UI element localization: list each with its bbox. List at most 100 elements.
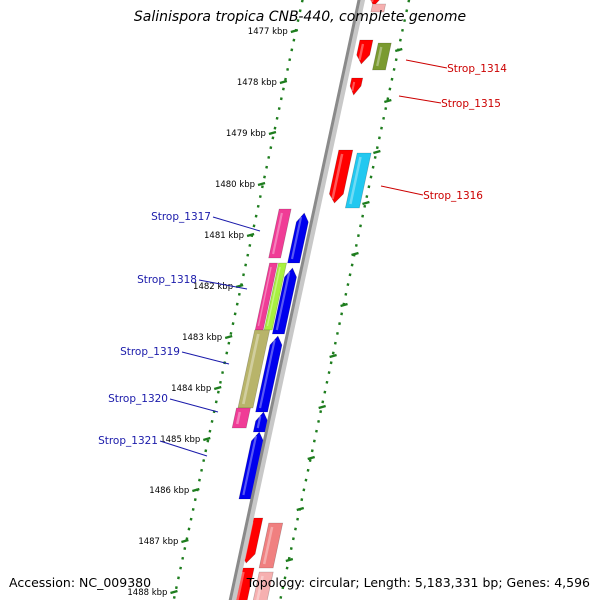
scale-tick	[290, 28, 299, 34]
forward-tick	[307, 455, 316, 461]
gene-label: Strop_1315	[441, 98, 501, 110]
gene-strop-1314-red	[356, 39, 374, 65]
backbone-shadow	[230, 0, 366, 600]
gene-highlight	[242, 435, 258, 496]
gene-label-leader	[181, 351, 230, 365]
gene-label: Strop_1321	[98, 435, 158, 447]
gene-highlight	[256, 575, 264, 600]
gene-highlight	[351, 81, 356, 92]
scale-tick	[181, 538, 189, 544]
gene-label-leader	[398, 95, 442, 104]
scale-label: 1486 kbp	[149, 486, 189, 496]
gene-body	[372, 42, 392, 71]
scale-label: 1483 kbp	[182, 333, 222, 343]
map-title: Salinispora tropica CNB-440, complete ge…	[133, 9, 467, 25]
scale-tick	[224, 334, 233, 340]
scale-tick	[202, 436, 211, 442]
scale-tick	[268, 130, 277, 136]
gene-highlight	[235, 411, 242, 425]
scale-tick	[235, 283, 244, 289]
scale-label: 1484 kbp	[171, 384, 211, 394]
gene-body	[370, 3, 387, 13]
gene-body	[238, 431, 264, 500]
scale-label: 1487 kbp	[138, 537, 178, 547]
backbone-layer	[228, 0, 366, 600]
gene-body	[349, 77, 364, 96]
scale-label: 1485 kbp	[160, 435, 200, 445]
scale-label: 1477 kbp	[248, 27, 288, 37]
gene-highlight	[236, 571, 245, 600]
gene-highlight	[331, 153, 344, 200]
gene-highlight	[349, 156, 362, 205]
feature-layer	[231, 0, 392, 600]
scale-label: 1488 kbp	[127, 588, 167, 598]
gene-bottom-salmon	[258, 522, 284, 569]
forward-tick	[373, 149, 381, 155]
gene-body	[271, 267, 297, 335]
gene-strop-1318	[271, 267, 297, 335]
gene-label-leader	[380, 185, 424, 196]
gene-highlight	[256, 415, 262, 429]
gene-highlight	[358, 43, 365, 61]
forward-tick	[318, 404, 326, 410]
scale-tick	[170, 589, 178, 595]
gene-label-leader	[159, 440, 208, 457]
gene-strop-1320-pink	[231, 407, 251, 429]
gene-highlight	[266, 266, 281, 327]
gene-body	[268, 208, 292, 259]
gene-strop-1317	[287, 212, 309, 264]
forward-tick	[296, 506, 305, 512]
gene-body	[258, 522, 284, 569]
scale-label: 1482 kbp	[193, 282, 233, 292]
gene-strop-1315	[349, 77, 364, 96]
gene-label: Strop_1316	[423, 190, 483, 202]
forward-tick	[351, 251, 359, 257]
gene-body	[329, 149, 354, 204]
gene-label-leader	[212, 216, 261, 232]
gene-highlight	[290, 216, 303, 260]
gene-label-leader	[169, 398, 219, 413]
gene-strop-1319-khaki	[237, 329, 271, 409]
gene-body	[370, 0, 380, 7]
gene-strop-1319	[255, 335, 283, 413]
gene-body	[231, 407, 251, 429]
scale-label: 1479 kbp	[226, 129, 266, 139]
forward-tick	[362, 200, 370, 206]
gene-label: Strop_1318	[137, 274, 197, 286]
gene-highlight	[258, 339, 276, 409]
gene-label: Strop_1320	[108, 393, 168, 405]
gene-highlight	[241, 333, 260, 405]
scale-tick	[192, 487, 200, 493]
gene-body	[356, 39, 374, 65]
gene-label: Strop_1319	[120, 346, 180, 358]
gene-bottom-pink-2	[252, 571, 274, 600]
scale-tick	[257, 181, 266, 187]
scale-tick	[213, 385, 222, 391]
scale-tick	[279, 79, 288, 85]
gene-label-leader	[405, 59, 448, 69]
gene-body	[237, 329, 271, 409]
gene-body	[255, 335, 283, 413]
scale-tick	[246, 232, 255, 238]
gene-top-red	[370, 0, 380, 7]
gene-highlight	[272, 212, 283, 255]
gene-highlight	[376, 46, 383, 67]
gene-strop-1318-lime	[263, 262, 287, 331]
scale-label: 1480 kbp	[215, 180, 255, 190]
forward-tick	[285, 557, 294, 563]
gene-body	[344, 152, 372, 209]
scale-label: 1481 kbp	[204, 231, 244, 241]
gene-label: Strop_1317	[151, 211, 211, 223]
genome-backbone	[228, 0, 361, 600]
forward-tick	[329, 353, 337, 359]
gene-strop-1321	[238, 431, 264, 500]
forward-tick	[394, 47, 403, 53]
gene-strop-1316-red	[329, 149, 354, 204]
genome-summary-text: Topology: circular; Length: 5,183,331 bp…	[246, 575, 590, 590]
gene-body	[287, 212, 309, 264]
scale-label: 1478 kbp	[237, 78, 277, 88]
accession-text: Accession: NC_009380	[9, 575, 152, 590]
gene-top-pink	[370, 3, 387, 13]
